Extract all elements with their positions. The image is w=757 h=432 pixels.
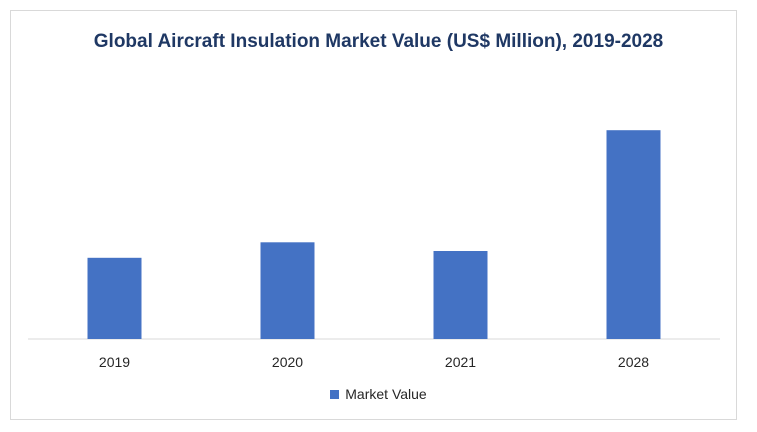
x-tick-label-2028: 2028 <box>618 354 649 370</box>
x-tick-label-2021: 2021 <box>445 354 476 370</box>
x-tick-label-2019: 2019 <box>99 354 130 370</box>
bar-2020 <box>260 242 315 339</box>
bars-layer <box>87 130 661 339</box>
bar-2021 <box>433 251 488 339</box>
legend-label: Market Value <box>345 386 427 402</box>
legend: Market Value <box>0 386 757 402</box>
bar-2019 <box>87 257 142 339</box>
bar-2028 <box>606 130 661 339</box>
legend-swatch <box>330 389 340 399</box>
x-tick-label-2020: 2020 <box>272 354 303 370</box>
chart-title: Global Aircraft Insulation Market Value … <box>93 31 664 52</box>
x-tick-labels-layer: 2019 2020 2021 2028 <box>99 354 649 370</box>
